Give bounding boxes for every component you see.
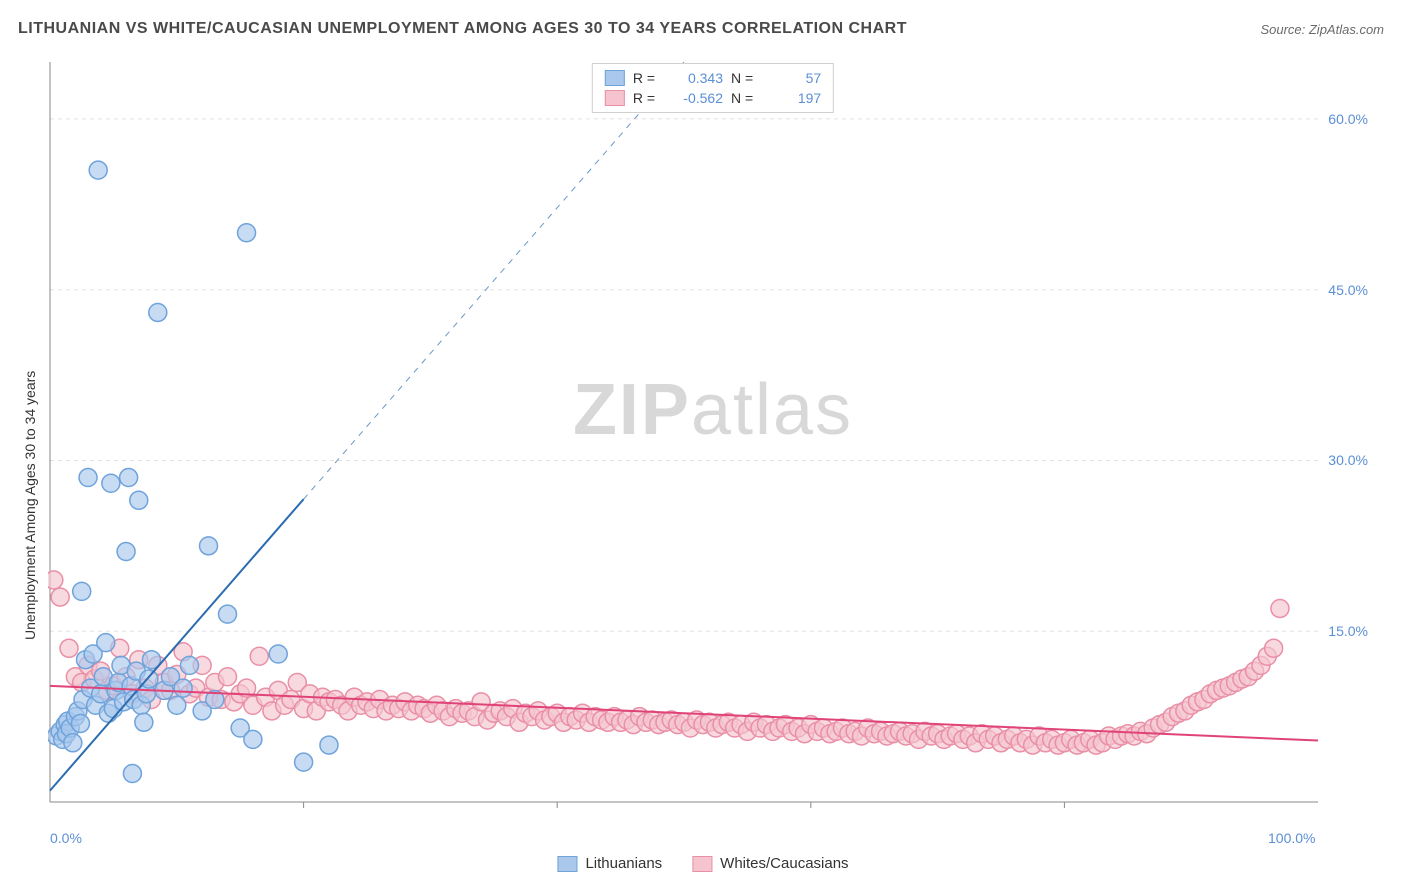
legend-r-value: 0.343	[663, 70, 723, 86]
x-tick-label: 100.0%	[1268, 830, 1315, 846]
legend-swatch-blue	[605, 70, 625, 86]
source-attribution: Source: ZipAtlas.com	[1260, 22, 1384, 37]
legend-n-value: 197	[761, 90, 821, 106]
legend-r-value: -0.562	[663, 90, 723, 106]
y-tick-label: 60.0%	[1328, 111, 1368, 127]
y-tick-label: 30.0%	[1328, 452, 1368, 468]
chart-svg	[48, 60, 1378, 820]
legend-r-label: R =	[633, 90, 655, 106]
chart-plot-area: ZIPatlas R = 0.343 N = 57 R = -0.562 N =…	[48, 60, 1378, 820]
legend-label: Whites/Caucasians	[720, 855, 848, 872]
x-tick-label: 0.0%	[50, 830, 82, 846]
correlation-legend: R = 0.343 N = 57 R = -0.562 N = 197	[592, 63, 834, 113]
legend-swatch-pink	[692, 856, 712, 872]
legend-n-value: 57	[761, 70, 821, 86]
legend-item: Whites/Caucasians	[692, 855, 848, 872]
y-tick-label: 15.0%	[1328, 623, 1368, 639]
legend-swatch-blue	[557, 856, 577, 872]
y-tick-label: 45.0%	[1328, 282, 1368, 298]
legend-n-label: N =	[731, 70, 753, 86]
legend-label: Lithuanians	[585, 855, 662, 872]
legend-swatch-pink	[605, 90, 625, 106]
chart-title: LITHUANIAN VS WHITE/CAUCASIAN UNEMPLOYME…	[18, 20, 907, 38]
legend-row: R = -0.562 N = 197	[605, 88, 821, 108]
y-axis-label: Unemployment Among Ages 30 to 34 years	[22, 371, 38, 640]
series-legend: Lithuanians Whites/Caucasians	[557, 855, 848, 872]
legend-row: R = 0.343 N = 57	[605, 68, 821, 88]
legend-item: Lithuanians	[557, 855, 662, 872]
legend-n-label: N =	[731, 90, 753, 106]
legend-r-label: R =	[633, 70, 655, 86]
